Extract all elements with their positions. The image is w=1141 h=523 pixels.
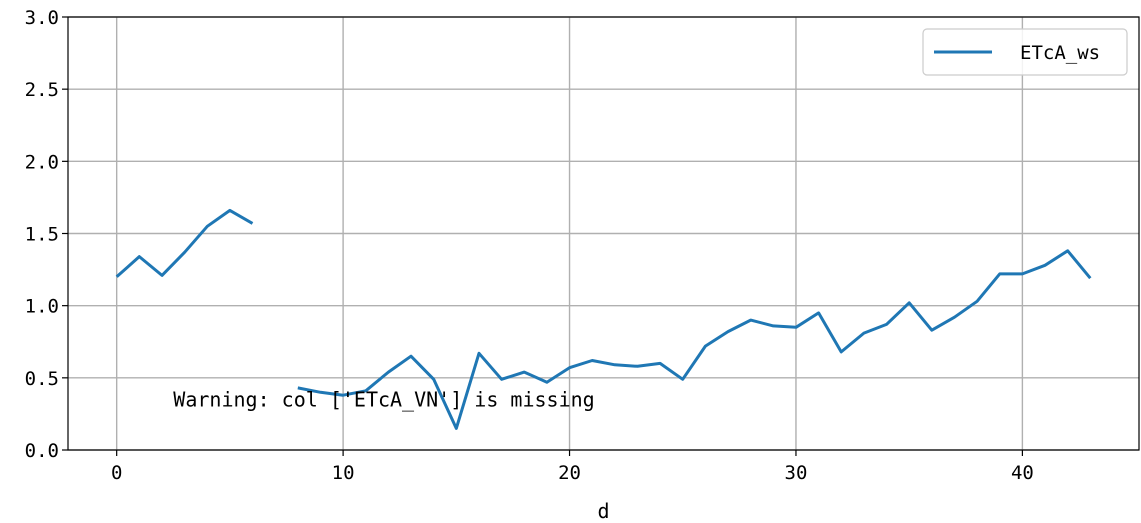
warning-annotation: Warning: col ['ETcA_VN'] is missing [173,387,594,411]
legend: ETcA_ws [922,28,1128,76]
y-tick-label: 0.5 [25,368,59,390]
legend-label: ETcA_ws [1020,42,1100,64]
x-tick-label: 10 [332,462,355,484]
series-line [115,208,1092,430]
y-tick-label: 1.0 [25,296,59,318]
y-tick-label: 2.0 [25,151,59,173]
y-tick-label: 2.5 [25,79,59,101]
x-tick-label: 0 [111,462,122,484]
x-tick-label: 20 [558,462,581,484]
annotations-group: Warning: col ['ETcA_VN'] is missing [173,387,594,411]
x-tick-label: 30 [785,462,808,484]
y-tick-label: 0.0 [25,440,59,462]
series-group [115,208,1092,430]
y-tick-label: 3.0 [25,7,59,29]
x-axis-label: d [597,499,609,523]
y-tick-label: 1.5 [25,224,59,246]
grid-lines [68,16,1139,451]
axis-ticks: 0 10 20 30 40 0.0 0.5 1.0 1.5 2.0 2.5 3.0 [25,7,1034,484]
x-tick-label: 40 [1011,462,1034,484]
legend-box [922,28,1128,76]
